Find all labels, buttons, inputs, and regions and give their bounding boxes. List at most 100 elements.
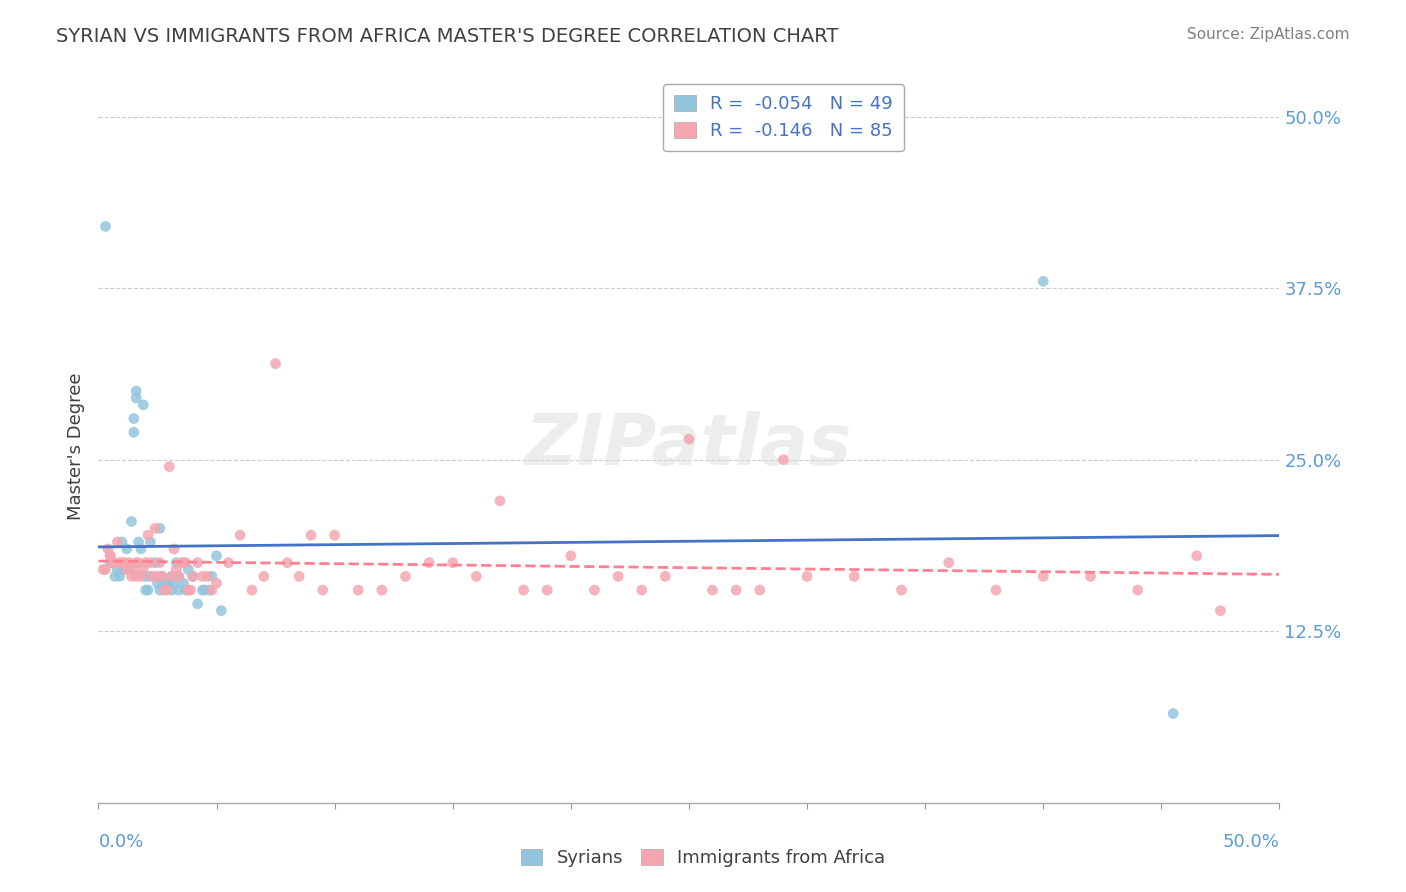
Point	[139, 556, 162, 570]
Point	[128, 535, 150, 549]
Point	[253, 569, 276, 583]
Point	[172, 576, 194, 591]
Point	[150, 569, 173, 583]
Point	[165, 556, 187, 570]
Point	[115, 541, 138, 556]
Point	[143, 556, 166, 570]
Point	[229, 528, 252, 542]
Point	[91, 562, 114, 576]
Point	[418, 556, 440, 570]
Y-axis label: Master's Degree: Master's Degree	[66, 372, 84, 520]
Point	[149, 583, 172, 598]
Point	[160, 583, 183, 598]
Point	[111, 535, 134, 549]
Point	[276, 556, 298, 570]
Text: 0.0%: 0.0%	[98, 833, 143, 851]
Point	[163, 541, 186, 556]
Point	[1185, 549, 1208, 563]
Point	[118, 562, 141, 576]
Point	[160, 569, 183, 583]
Point	[149, 556, 172, 570]
Point	[132, 562, 155, 576]
Point	[121, 515, 143, 529]
Point	[132, 398, 155, 412]
Point	[108, 556, 131, 570]
Point	[654, 569, 676, 583]
Point	[104, 556, 127, 570]
Point	[201, 583, 224, 598]
Point	[125, 569, 148, 583]
Point	[194, 583, 217, 598]
Point	[240, 583, 263, 598]
Point	[209, 604, 232, 618]
Point	[149, 521, 172, 535]
Point	[129, 541, 152, 556]
Point	[347, 583, 370, 598]
Legend: R =  -0.054   N = 49, R =  -0.146   N = 85: R = -0.054 N = 49, R = -0.146 N = 85	[664, 84, 904, 151]
Point	[172, 556, 194, 570]
Point	[489, 494, 512, 508]
Point	[191, 569, 214, 583]
Point	[94, 562, 117, 576]
Point	[536, 583, 558, 598]
Point	[796, 569, 818, 583]
Point	[146, 576, 169, 591]
Point	[112, 556, 135, 570]
Point	[1032, 569, 1054, 583]
Point	[122, 425, 145, 440]
Point	[890, 583, 912, 598]
Point	[104, 569, 127, 583]
Point	[125, 556, 148, 570]
Point	[157, 576, 180, 591]
Point	[201, 569, 224, 583]
Point	[512, 583, 534, 598]
Point	[1080, 569, 1102, 583]
Point	[125, 384, 148, 398]
Point	[128, 556, 150, 570]
Point	[115, 562, 138, 576]
Text: Source: ZipAtlas.com: Source: ZipAtlas.com	[1187, 27, 1350, 42]
Point	[125, 391, 148, 405]
Point	[1209, 604, 1232, 618]
Point	[146, 569, 169, 583]
Point	[844, 569, 866, 583]
Point	[136, 528, 159, 542]
Point	[98, 556, 121, 570]
Point	[139, 535, 162, 549]
Point	[177, 562, 200, 576]
Point	[288, 569, 311, 583]
Point	[94, 219, 117, 234]
Point	[772, 452, 794, 467]
Point	[135, 569, 157, 583]
Point	[195, 569, 218, 583]
Point	[299, 528, 322, 542]
Point	[105, 562, 128, 576]
Point	[583, 583, 606, 598]
Point	[135, 556, 157, 570]
Point	[1126, 583, 1149, 598]
Point	[118, 556, 141, 570]
Point	[177, 583, 200, 598]
Point	[748, 583, 770, 598]
Point	[170, 556, 193, 570]
Point	[98, 549, 121, 563]
Point	[938, 556, 960, 570]
Point	[678, 432, 700, 446]
Point	[198, 583, 221, 598]
Point	[725, 583, 748, 598]
Point	[160, 569, 183, 583]
Point	[153, 583, 176, 598]
Point	[153, 576, 176, 591]
Point	[157, 459, 180, 474]
Point	[143, 521, 166, 535]
Point	[560, 549, 582, 563]
Point	[111, 562, 134, 576]
Point	[630, 583, 652, 598]
Point	[1161, 706, 1184, 721]
Text: ZIPatlas: ZIPatlas	[526, 411, 852, 481]
Point	[129, 569, 152, 583]
Text: 50.0%: 50.0%	[1223, 833, 1279, 851]
Point	[465, 569, 488, 583]
Point	[139, 569, 162, 583]
Point	[97, 541, 120, 556]
